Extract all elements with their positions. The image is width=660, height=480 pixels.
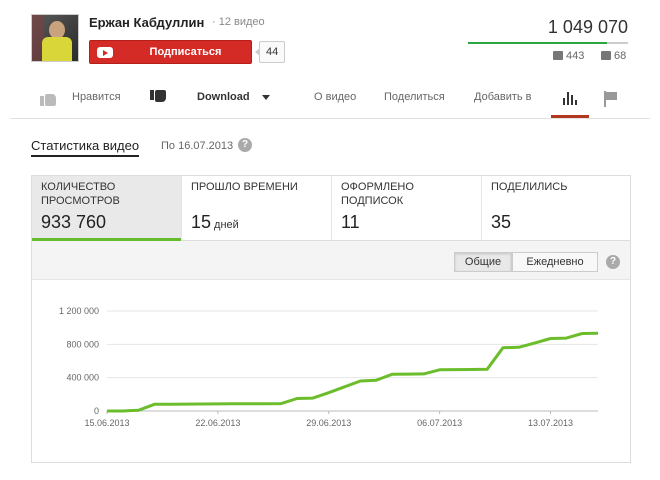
stats-title: Статистика видео	[31, 138, 140, 157]
flag-icon[interactable]	[604, 91, 618, 107]
thumbs-down-icon	[601, 51, 611, 60]
x-tick-label: 15.06.2013	[84, 418, 129, 428]
avatar-background	[32, 15, 44, 61]
view-count: 1 049 070	[547, 17, 628, 37]
metric-unit: дней	[214, 219, 239, 231]
channel-avatar[interactable]	[31, 14, 79, 62]
y-tick-label: 800 000	[66, 339, 99, 349]
metrics-row: Количество просмотров 933 760 Прошло вре…	[31, 175, 631, 241]
metric-label: Прошло времени	[191, 181, 298, 193]
metric-label: Поделились	[491, 181, 568, 193]
dislikes-count: 68	[601, 50, 626, 62]
metric-subscriptions[interactable]: Оформлено подписок 11	[332, 176, 482, 240]
like-ratio-fill	[468, 42, 607, 44]
x-tick-label: 06.07.2013	[417, 418, 462, 428]
chart-toolbar: Общие Ежедневно ?	[32, 241, 630, 280]
metric-time[interactable]: Прошло времени 15 дней	[182, 176, 332, 240]
likes-value: 443	[566, 50, 585, 62]
stats-date: По 16.07.2013	[161, 140, 234, 152]
y-tick-label: 0	[94, 406, 99, 416]
metric-value: 15 дней	[191, 212, 239, 232]
tab-add-to[interactable]: Добавить в	[474, 91, 532, 103]
thumbs-up-icon	[553, 51, 563, 60]
metric-value: 35	[491, 212, 512, 232]
help-icon[interactable]: ?	[606, 255, 620, 269]
download-button[interactable]: Download	[197, 91, 250, 103]
tab-statistics[interactable]	[551, 82, 589, 118]
likes-count: 443	[553, 50, 584, 62]
toggle-total[interactable]: Общие	[454, 252, 512, 272]
action-bar: Нравится Download О видео Поделиться Доб…	[0, 82, 660, 118]
bar-chart-icon	[563, 92, 577, 105]
divider	[10, 118, 650, 119]
x-tick-label: 22.06.2013	[195, 418, 240, 428]
like-button-icon[interactable]	[40, 90, 56, 106]
views-line-chart: 1 200 000 800 000 400 000 0 15.06.2013 22.06.…	[59, 306, 599, 428]
channel-name[interactable]: Ержан Кабдуллин	[89, 15, 205, 30]
metric-label: Количество просмотров	[41, 181, 120, 207]
y-tick-label: 400 000	[66, 373, 99, 383]
metric-shares[interactable]: Поделились 35	[482, 176, 632, 240]
like-ratio-bar	[468, 42, 628, 44]
metric-views[interactable]: Количество просмотров 933 760	[32, 176, 182, 241]
like-button[interactable]: Нравится	[72, 91, 121, 103]
help-icon[interactable]: ?	[238, 138, 252, 152]
subscribe-button[interactable]: Подписаться	[89, 40, 252, 64]
subscriber-count: 44	[254, 41, 286, 63]
youtube-logo-icon	[97, 47, 113, 58]
chevron-down-icon[interactable]	[262, 95, 270, 100]
tab-about[interactable]: О видео	[314, 91, 357, 103]
chart-panel: Общие Ежедневно ? 1 200 000 800 000 400 00…	[31, 241, 631, 463]
y-tick-label: 1 200 000	[59, 306, 99, 316]
channel-header: Ержан Кабдуллин · 12 видео Подписаться 4…	[0, 0, 660, 118]
tab-share[interactable]: Поделиться	[384, 91, 445, 103]
metric-label: Оформлено подписок	[341, 181, 414, 207]
subscribe-label: Подписаться	[149, 46, 222, 58]
avatar-body	[42, 37, 72, 61]
toggle-daily[interactable]: Ежедневно	[512, 252, 598, 272]
avatar-head	[49, 21, 65, 39]
metric-value: 11	[341, 212, 360, 232]
x-tick-label: 29.06.2013	[306, 418, 351, 428]
x-tick-label: 13.07.2013	[528, 418, 573, 428]
dislike-button-icon[interactable]	[150, 90, 166, 106]
metric-value: 933 760	[41, 212, 107, 232]
video-count[interactable]: · 12 видео	[212, 16, 265, 28]
dislikes-value: 68	[614, 50, 627, 62]
views-series-line	[107, 331, 599, 413]
